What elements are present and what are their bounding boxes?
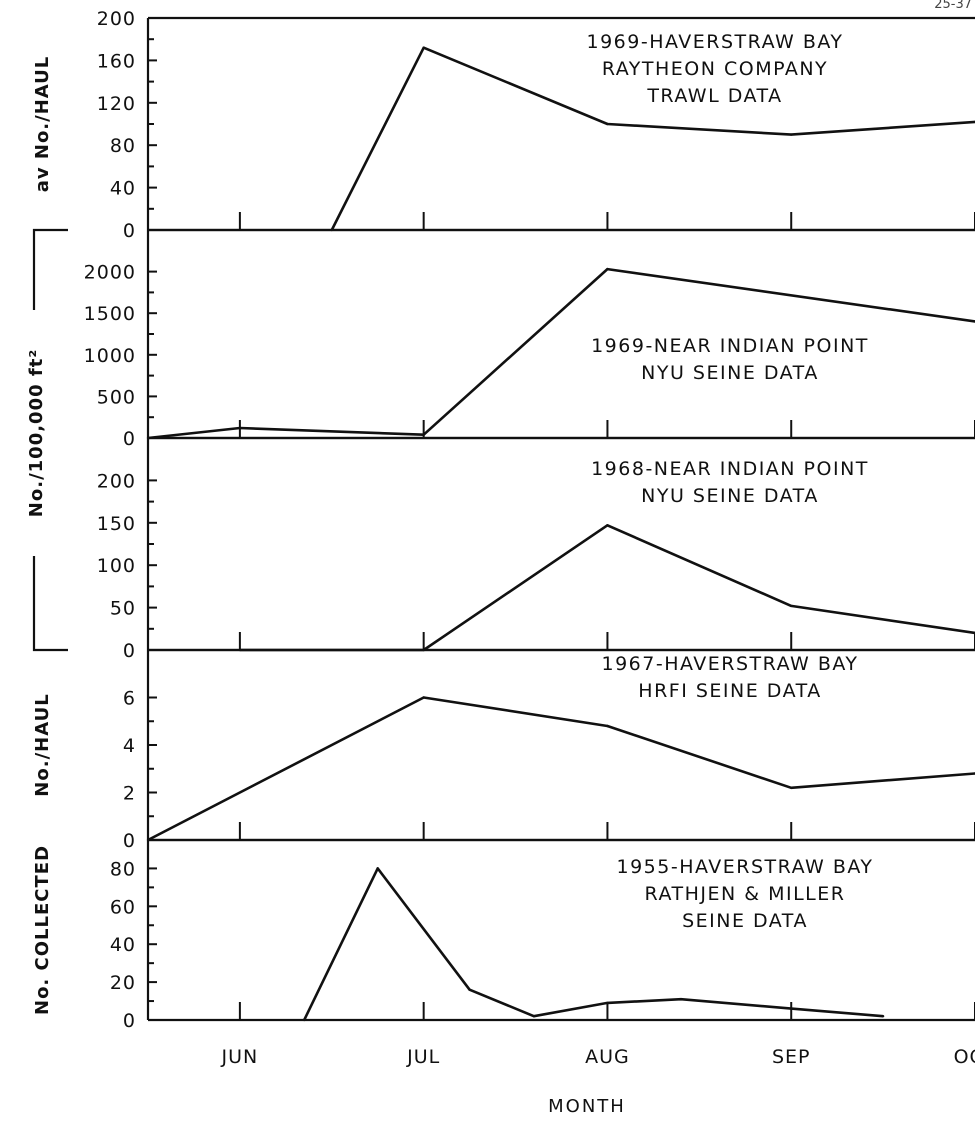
panel-annotation-line: 1969-HAVERSTRAW BAY — [586, 31, 843, 53]
data-point — [679, 998, 683, 1001]
panel-annotation-line: 1955-HAVERSTRAW BAY — [616, 856, 873, 878]
data-point — [468, 988, 471, 991]
y-tick-label: 100 — [97, 555, 136, 577]
panel-3: 0 50 100 150 200 1968-NEAR INDIAN POINT NYU SE… — [97, 436, 975, 662]
data-point — [606, 1001, 609, 1005]
y-tick-label: 1000 — [84, 345, 136, 367]
data-point — [422, 46, 425, 49]
data-point — [422, 696, 425, 699]
shared-x-axis: JUN JUL AUG SEP OCT — [221, 1046, 975, 1068]
panel-annotation-line: NYU SEINE DATA — [641, 362, 819, 384]
panel-annotation-line: RAYTHEON COMPANY — [602, 58, 828, 80]
panel-annotation-line: 1967-HAVERSTRAW BAY — [601, 653, 858, 675]
data-point — [790, 786, 793, 789]
panel-1: 0 40 80 120 160 200 av No./HAUL 1969-HAVERSTRAW… — [32, 8, 975, 242]
y-tick-label: 0 — [123, 640, 136, 662]
y-tick-label: 0 — [123, 830, 136, 852]
y-tick-label: 200 — [97, 470, 136, 492]
x-tick-label: JUL — [406, 1046, 440, 1068]
figure-number: 25-37 — [934, 0, 972, 12]
panel-2: 0 500 1000 1500 2000 1969-NEAR INDIAN POINT NY… — [84, 228, 975, 450]
panel-annotation-line: 1969-NEAR INDIAN POINT — [591, 335, 869, 357]
y-tick-label: 4 — [123, 735, 136, 757]
data-point — [303, 1018, 306, 1022]
data-point — [422, 433, 425, 436]
y-tick-label: 6 — [123, 688, 136, 710]
panel-annotation-line: RATHJEN & MILLER — [645, 883, 846, 905]
data-point — [606, 524, 609, 527]
panel-annotation-line: NYU SEINE DATA — [641, 485, 819, 507]
x-tick-label: OCT — [954, 1046, 975, 1068]
y-tick-label: 0 — [123, 428, 136, 450]
data-point — [238, 426, 242, 430]
data-point — [881, 1015, 885, 1018]
left-bracket-label: No./100,000 ft² — [26, 349, 47, 517]
data-point — [376, 867, 379, 870]
data-point — [790, 133, 793, 136]
panel-4: 0 2 4 6 No./HAUL 1967-HAVERSTRAW BAY HRFI SEIN… — [32, 648, 975, 852]
left-bracket: No./100,000 ft² — [22, 228, 68, 652]
data-point — [532, 1015, 536, 1018]
data-point — [606, 724, 609, 728]
y-tick-label: 1500 — [84, 303, 136, 325]
y-tick-label: 2000 — [84, 262, 136, 284]
x-tick-label: AUG — [585, 1046, 630, 1068]
y-tick-label: 40 — [110, 934, 136, 956]
y-tick-label: 80 — [110, 135, 136, 157]
panel-5: 0 20 40 60 80 No. COLLECTED 1955-HAVERSTRAW BA… — [32, 838, 975, 1032]
data-point — [606, 122, 609, 126]
panel-annotation-line: TRAWL DATA — [646, 85, 782, 107]
y-tick-label: 200 — [97, 8, 136, 30]
series-line — [303, 867, 884, 1021]
y-tick-label: 2 — [123, 783, 136, 805]
y-tick-label: 0 — [123, 220, 136, 242]
data-point — [606, 267, 609, 271]
data-point — [790, 604, 793, 608]
y-tick-label: 150 — [97, 513, 136, 535]
y-tick-label: 50 — [110, 598, 136, 620]
series-line — [239, 524, 975, 652]
panel-annotation-line: SEINE DATA — [682, 910, 808, 932]
panel-annotation-line: 1968-NEAR INDIAN POINT — [591, 458, 869, 480]
series-line — [147, 696, 975, 842]
y-tick-label: 80 — [110, 858, 136, 880]
y-tick-label: 40 — [110, 178, 136, 200]
data-point — [790, 1007, 793, 1010]
panel-annotation-line: HRFI SEINE DATA — [638, 680, 821, 702]
y-axis-label: av No./HAUL — [32, 56, 53, 193]
x-axis-label: MONTH — [548, 1096, 626, 1117]
y-tick-label: 500 — [97, 386, 136, 408]
y-axis-label: No./HAUL — [32, 693, 53, 796]
y-tick-label: 0 — [123, 1010, 136, 1032]
y-tick-label: 60 — [110, 896, 136, 918]
y-tick-label: 20 — [110, 972, 136, 994]
x-tick-label: SEP — [772, 1046, 811, 1068]
left-bracket-label-background — [22, 310, 46, 556]
y-tick-label: 160 — [97, 50, 136, 72]
y-axis-label: No. COLLECTED — [32, 845, 53, 1015]
x-tick-label: JUN — [221, 1046, 259, 1068]
y-tick-label: 120 — [97, 93, 136, 115]
